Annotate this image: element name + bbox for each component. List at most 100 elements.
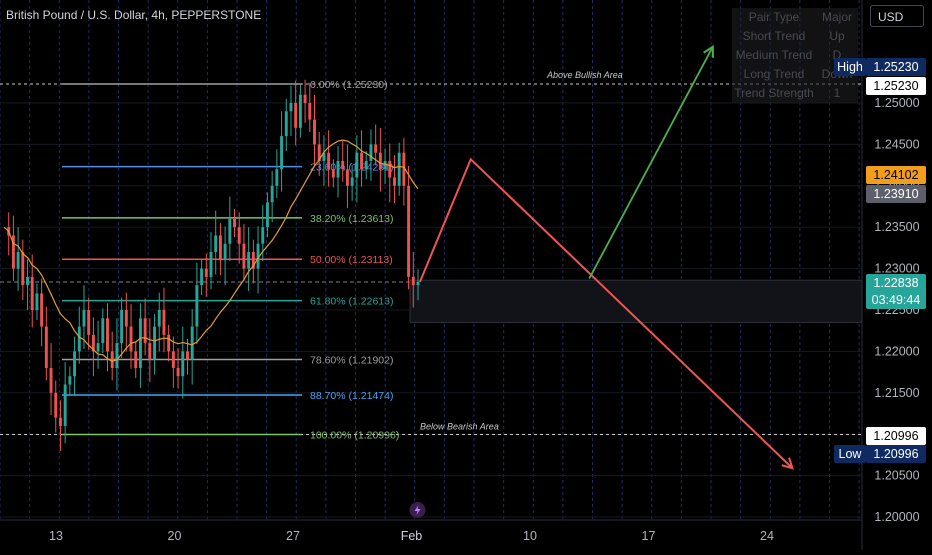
- below-bearish-label: Below Bearish Area: [420, 422, 499, 432]
- candle-body-bear: [167, 334, 171, 352]
- high-label: High: [834, 58, 866, 76]
- candle-body-bull: [261, 227, 265, 244]
- candle-body-bull: [416, 281, 420, 286]
- fib-level-label: 0.00% (1.25230): [310, 79, 388, 91]
- low-price-tag: 1.20996: [866, 445, 926, 463]
- candle-body-bear: [331, 169, 335, 178]
- y-tick-label: 1.23500: [874, 220, 919, 234]
- candle-body-bull: [35, 293, 39, 310]
- trend-info-table: Pair Type Major Short Trend Up Medium Tren…: [732, 8, 858, 103]
- info-row: Trend Strength 1: [732, 84, 858, 103]
- candle-body-bear: [233, 218, 236, 228]
- candle-body-bull: [26, 276, 29, 286]
- candle-body-bull: [96, 343, 100, 352]
- moving-average-line: [3, 139, 419, 362]
- y-tick-label: 1.22000: [874, 344, 919, 358]
- info-key: Trend Strength: [734, 86, 814, 100]
- candle-body-bear: [40, 293, 44, 327]
- y-tick-label: 1.20500: [874, 469, 919, 483]
- upper-ref-price-tag: 1.25230: [866, 77, 926, 95]
- candle-body-bear: [30, 276, 34, 310]
- fib-level-label: 61.80% (1.22613): [310, 296, 393, 308]
- candle-body-bull: [120, 310, 124, 344]
- bearish-arrowhead: [781, 457, 794, 470]
- candle-body-bull: [322, 152, 326, 161]
- candle-body-bull: [82, 310, 86, 327]
- x-tick-label: 24: [760, 529, 774, 543]
- candle-body-bear: [186, 351, 189, 360]
- info-key: Medium Trend: [735, 48, 813, 62]
- candle-body-bear: [129, 326, 133, 352]
- candle-body-bear: [374, 144, 378, 153]
- candle-body-bear: [393, 177, 396, 186]
- info-value: Major: [821, 10, 852, 24]
- lower-ref-price-tag: 1.20996: [866, 427, 926, 445]
- candle-body-bear: [176, 367, 180, 377]
- info-value: 1: [833, 86, 841, 100]
- candle-body-bull: [270, 185, 274, 203]
- y-tick-label: 1.24500: [874, 137, 919, 151]
- candle-body-bull: [265, 202, 269, 228]
- candle-body-bear: [58, 417, 62, 426]
- candle-body-bear: [388, 160, 392, 178]
- candle-body-bear: [308, 103, 312, 120]
- info-key: Long Trend: [743, 67, 805, 81]
- candle-body-bear: [345, 169, 349, 186]
- fib-level-label: 100.00% (1.20996): [310, 430, 399, 442]
- candle-body-bull: [153, 326, 157, 360]
- info-value: Up: [829, 29, 845, 43]
- countdown-tag: 03:49:44: [866, 291, 926, 309]
- info-row: Short Trend Up: [732, 27, 858, 46]
- candle-body-bull: [16, 252, 20, 269]
- candle-body-bull: [336, 160, 340, 178]
- candle-body-bear: [134, 351, 138, 368]
- fib-level-label: 50.00% (1.23113): [310, 254, 393, 266]
- candle-body-bear: [303, 94, 307, 103]
- candle-body-bull: [350, 177, 354, 186]
- candle-body-bear: [171, 351, 175, 368]
- candle-body-bear: [313, 119, 316, 145]
- candle-body-bull: [397, 152, 401, 186]
- candle-body-bull: [228, 218, 232, 244]
- candle-body-bull: [101, 318, 105, 344]
- candle-body-bull: [355, 152, 359, 178]
- candle-body-bear: [124, 310, 128, 327]
- candle-body-bear: [54, 392, 58, 418]
- x-tick-label: 10: [523, 529, 537, 543]
- info-value: D: [832, 48, 842, 62]
- above-bullish-label: Above Bullish Area: [546, 70, 623, 80]
- y-tick-label: 1.21500: [874, 386, 919, 400]
- candle-body-bear: [341, 160, 345, 170]
- candle-body-bear: [44, 326, 48, 368]
- info-row: Pair Type Major: [732, 8, 858, 27]
- candle-body-bear: [106, 318, 109, 352]
- candle-body-bull: [73, 351, 77, 377]
- currency-button[interactable]: USD: [870, 5, 924, 27]
- bearish-projection-line: [419, 157, 794, 469]
- candle-body-bull: [63, 384, 67, 426]
- candle-body-bull: [115, 343, 119, 368]
- candle-body-bull: [247, 252, 251, 269]
- candle-body-bull: [280, 136, 284, 170]
- y-tick-label: 1.20000: [874, 510, 919, 524]
- candle-body-bull: [284, 111, 288, 137]
- candle-body-bear: [327, 152, 331, 170]
- info-key: Short Trend: [742, 29, 806, 43]
- candle-body-bull: [77, 326, 81, 352]
- candle-body-bear: [148, 343, 152, 360]
- fib-level-label: 88.70% (1.21474): [310, 390, 393, 402]
- candle-body-bull: [200, 268, 204, 286]
- bullish-projection-line: [588, 46, 714, 279]
- candle-body-bear: [21, 252, 25, 286]
- candle-body-bear: [162, 310, 166, 335]
- candle-body-bull: [138, 318, 142, 368]
- candle-body-bull: [209, 252, 213, 277]
- candle-body-bear: [251, 252, 255, 269]
- x-tick-label: 13: [49, 529, 63, 543]
- x-tick-label: 17: [642, 529, 656, 543]
- x-tick-label: Feb: [401, 529, 423, 543]
- candle-body-bull: [289, 103, 293, 112]
- candle-body-bull: [256, 243, 260, 269]
